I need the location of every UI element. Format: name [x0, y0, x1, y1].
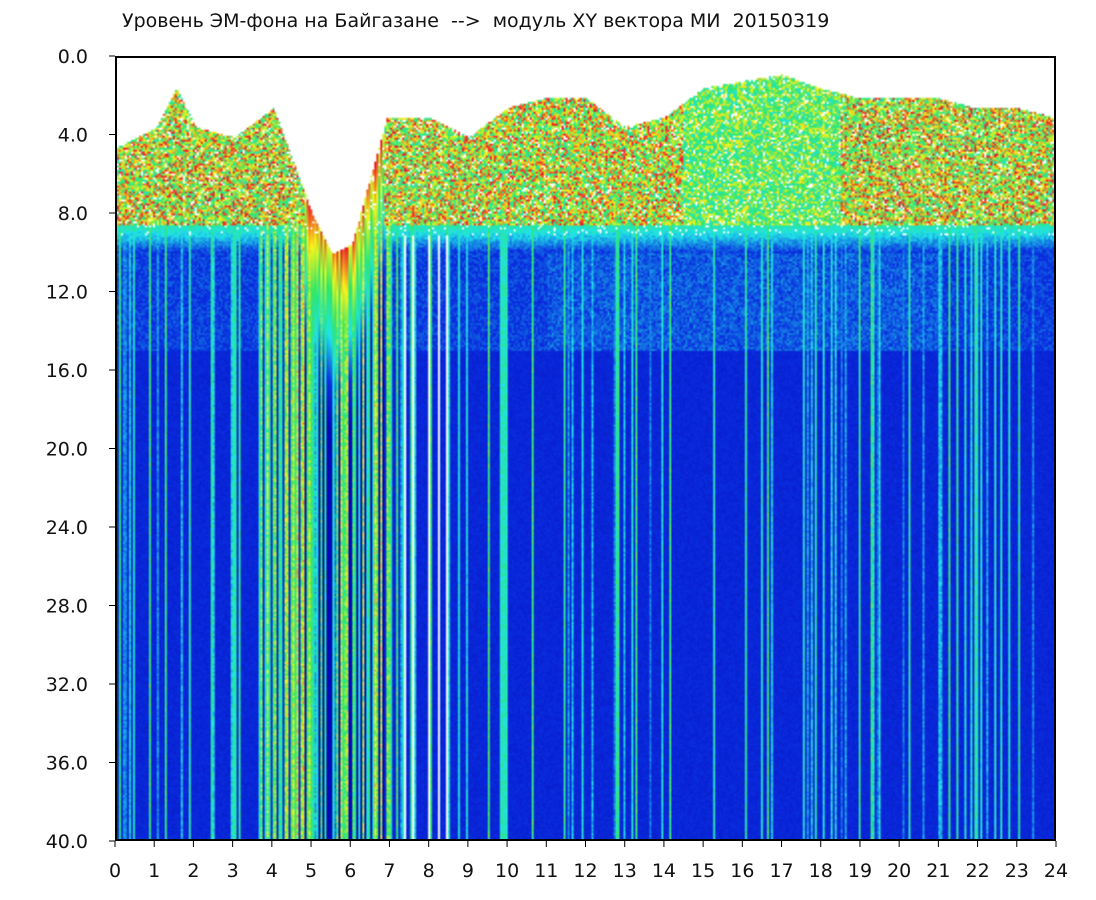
y-tick-label: 4.0 — [58, 125, 88, 147]
x-tick-label: 13 — [613, 860, 637, 882]
y-tick-label: 40.0 — [46, 831, 88, 853]
x-tick-label: 23 — [1005, 860, 1029, 882]
x-tick-label: 24 — [1044, 860, 1068, 882]
y-tick-label: 32.0 — [46, 674, 88, 696]
x-tick-label: 14 — [652, 860, 676, 882]
x-tick-label: 3 — [227, 860, 239, 882]
y-tick-label: 20.0 — [46, 439, 88, 461]
x-tick-label: 6 — [344, 860, 356, 882]
x-tick-label: 0 — [109, 860, 121, 882]
y-tick-label: 28.0 — [46, 596, 88, 618]
y-tick-label: 36.0 — [46, 753, 88, 775]
x-tick-label: 17 — [769, 860, 793, 882]
y-tick-label: 0.0 — [58, 46, 88, 68]
x-tick-label: 10 — [495, 860, 519, 882]
spectrogram-heatmap — [117, 58, 1054, 839]
x-tick-label: 5 — [305, 860, 317, 882]
x-tick-label: 8 — [423, 860, 435, 882]
x-tick-label: 11 — [534, 860, 558, 882]
x-tick-label: 2 — [187, 860, 199, 882]
x-tick-label: 22 — [965, 860, 989, 882]
chart-title: Уровень ЭМ-фона на Байгазане --> модуль … — [122, 10, 830, 32]
x-tick-label: 19 — [848, 860, 872, 882]
x-tick-label: 15 — [691, 860, 715, 882]
y-tick-label: 8.0 — [58, 203, 88, 225]
y-tick-label: 12.0 — [46, 282, 88, 304]
x-tick-label: 16 — [730, 860, 754, 882]
x-tick-label: 4 — [266, 860, 278, 882]
x-tick-label: 7 — [383, 860, 395, 882]
x-tick-label: 20 — [887, 860, 911, 882]
y-tick-label: 16.0 — [46, 360, 88, 382]
y-tick-label: 24.0 — [46, 517, 88, 539]
y-axis: 0.0 4.0 8.0 12.0 16.0 20.0 24.0 28.0 32.0 36.0 40.… — [46, 46, 115, 853]
x-tick-label: 18 — [809, 860, 833, 882]
x-tick-label: 1 — [148, 860, 160, 882]
spectrogram-plot-area — [115, 56, 1056, 841]
x-tick-label: 21 — [926, 860, 950, 882]
x-tick-label: 12 — [573, 860, 597, 882]
x-tick-label: 9 — [462, 860, 474, 882]
x-axis: 0 1 2 3 4 5 6 7 8 9 10 11 12 13 14 15 16 17 18 19 20 21 22 23 24 — [109, 841, 1068, 882]
